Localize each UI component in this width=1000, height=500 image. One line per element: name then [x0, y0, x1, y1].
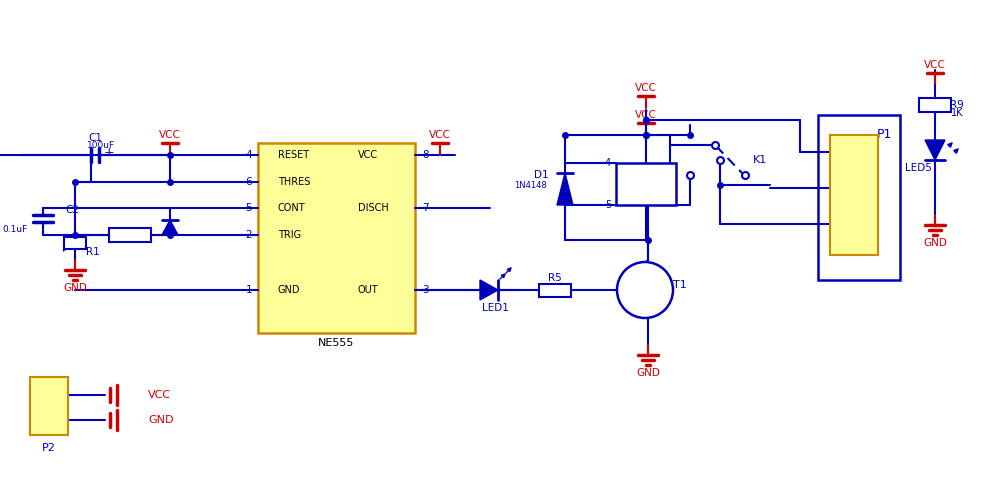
Bar — [109, 228, 151, 242]
Text: VCC: VCC — [429, 130, 451, 140]
Text: OUT: OUT — [358, 285, 379, 295]
Text: RESET: RESET — [278, 150, 309, 160]
Text: 2: 2 — [45, 390, 53, 400]
Text: NE555: NE555 — [318, 338, 354, 348]
Text: 2: 2 — [245, 230, 252, 240]
Text: CONT: CONT — [278, 203, 306, 213]
Text: +: + — [104, 146, 114, 158]
Text: GND: GND — [278, 285, 300, 295]
Bar — [830, 135, 878, 255]
Bar — [539, 284, 571, 296]
Text: 8: 8 — [422, 150, 429, 160]
Text: 3: 3 — [850, 219, 858, 229]
Text: GND: GND — [636, 368, 660, 378]
Text: TRIG: TRIG — [278, 230, 301, 240]
Text: P1: P1 — [877, 128, 892, 141]
Text: GND: GND — [63, 283, 87, 293]
Text: VCC: VCC — [358, 150, 378, 160]
Text: 1: 1 — [850, 147, 858, 157]
Text: DISCH: DISCH — [358, 203, 389, 213]
Bar — [616, 163, 676, 205]
Text: D1: D1 — [534, 170, 549, 180]
Text: 4: 4 — [245, 150, 252, 160]
Bar — [818, 115, 900, 280]
Polygon shape — [925, 140, 945, 160]
Text: 1: 1 — [46, 415, 52, 425]
Text: 1: 1 — [245, 285, 252, 295]
Text: VCC: VCC — [635, 110, 657, 120]
Bar — [30, 377, 68, 435]
Text: C2: C2 — [65, 205, 79, 215]
Text: K1: K1 — [753, 155, 767, 165]
Text: 2: 2 — [850, 183, 858, 193]
Text: LED1: LED1 — [482, 303, 508, 313]
Text: GND: GND — [148, 415, 174, 425]
Bar — [919, 98, 951, 112]
Text: 5: 5 — [605, 200, 611, 210]
Text: THRES: THRES — [278, 177, 310, 187]
Text: T1: T1 — [673, 280, 687, 290]
Bar — [258, 143, 415, 333]
Text: 3: 3 — [422, 285, 429, 295]
Text: 0.1uF: 0.1uF — [2, 226, 28, 234]
Text: R9: R9 — [950, 100, 964, 110]
Bar — [64, 236, 86, 248]
Text: 6: 6 — [245, 177, 252, 187]
Text: C1: C1 — [88, 133, 102, 143]
Text: R5: R5 — [548, 273, 562, 283]
Text: R1: R1 — [86, 247, 100, 257]
Text: 4: 4 — [605, 158, 611, 168]
Text: 100uF: 100uF — [87, 140, 115, 149]
Text: VCC: VCC — [148, 390, 171, 400]
Text: VCC: VCC — [159, 130, 181, 140]
Text: VCC: VCC — [924, 60, 946, 70]
Polygon shape — [162, 220, 178, 235]
Polygon shape — [557, 173, 573, 205]
Text: GND: GND — [923, 238, 947, 248]
Text: 1K: 1K — [951, 108, 963, 118]
Text: LED5: LED5 — [905, 163, 932, 173]
Text: 7: 7 — [422, 203, 429, 213]
Text: P2: P2 — [42, 443, 56, 453]
Text: 1K: 1K — [549, 282, 561, 292]
Text: 1N4148: 1N4148 — [514, 180, 547, 190]
Text: 5: 5 — [245, 203, 252, 213]
Circle shape — [617, 262, 673, 318]
Polygon shape — [480, 280, 498, 300]
Text: VCC: VCC — [635, 83, 657, 93]
